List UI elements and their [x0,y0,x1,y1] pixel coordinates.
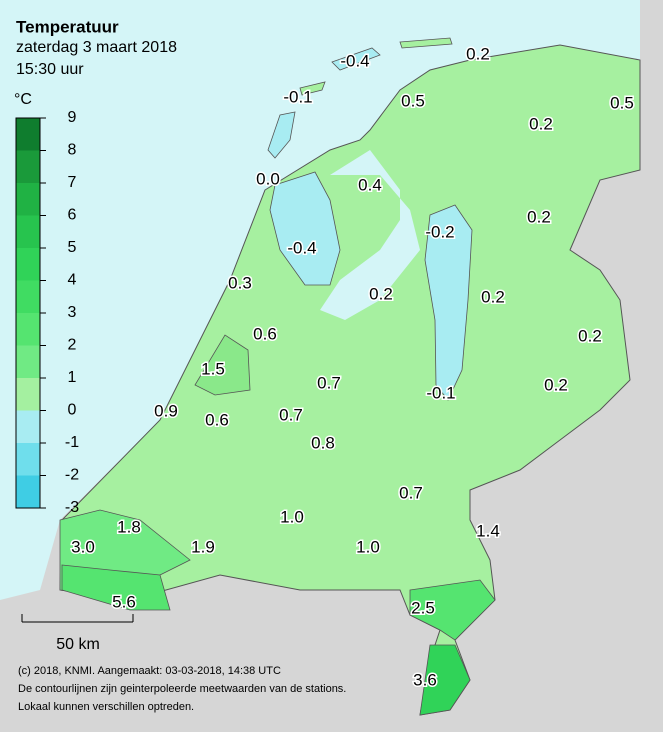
cold-zone-west [269,171,341,286]
legend-swatch [16,280,40,313]
island-ameland [399,37,453,49]
station-value: 1.0 [280,507,304,526]
legend-swatch [16,410,40,443]
date: zaterdag 3 maart 2018 [16,39,177,56]
legend-tick-label: -2 [65,467,79,484]
legend-tick-label: 2 [68,337,77,354]
legend-swatch [16,248,40,281]
station-value: 0.7 [317,373,341,392]
legend-tick-label: 6 [68,207,77,224]
legend-tick-label: 0 [68,402,77,419]
warm-zone-limburg [409,579,496,641]
station-value: 1.0 [356,537,380,556]
legend-swatch [16,150,40,183]
island-vlieland [299,81,326,96]
station-value: -0.2 [425,222,454,241]
station-value: 5.6 [112,592,136,611]
legend-tick-label: 1 [68,369,77,386]
station-value: 0.2 [529,114,553,133]
station-value: -0.1 [283,87,312,106]
legend-tick-label: 9 [68,109,77,126]
legend-swatch [16,183,40,216]
sea [0,0,640,600]
legend-swatch [16,118,40,151]
station-value: -0.1 [426,383,455,402]
legend-tick-label: 8 [68,142,77,159]
station-labels: -0.4 0.2 -0.1 0.5 0.5 0.2 0.0 0.4 -0.2 0.2 -0.4 0.3… [70,43,636,691]
legend-swatch [16,313,40,346]
warm-zone-zeeland [61,564,171,611]
station-value: 0.6 [253,324,277,343]
station-value: 3.0 [71,537,95,556]
station-value: 1.4 [476,521,500,540]
footer-line: (c) 2018, KNMI. Aangemaakt: 03-03-2018, … [18,665,281,677]
footer-line: Lokaal kunnen verschillen optreden. [18,701,194,713]
station-value: 2.5 [411,598,435,617]
title: Temperatuur [16,17,119,36]
station-value: 0.2 [527,207,551,226]
legend-tick-label: 7 [68,174,77,191]
cold-zone-east [424,204,473,401]
legend-tick-label: 3 [68,304,77,321]
scale-label: 50 km [56,636,100,653]
legend-swatch [16,378,40,411]
station-value: 0.2 [544,375,568,394]
legend-swatch [16,443,40,476]
ijsselmeer [320,150,420,320]
legend-swatch [16,475,40,508]
station-value: -0.4 [340,51,369,70]
legend-tick-label: 4 [68,272,77,289]
station-value: -0.4 [287,238,316,257]
station-value: 0.7 [399,483,423,502]
warm-zone-limburg-south [419,644,471,716]
station-value: 0.5 [610,93,634,112]
station-value: 0.2 [466,44,490,63]
time: 15:30 uur [16,61,84,78]
legend-tick-label: -1 [65,434,79,451]
station-value: 0.5 [401,91,425,110]
station-value: 0.2 [369,284,393,303]
legend-tick-label: -3 [65,499,79,516]
island-texel [267,111,296,159]
station-value: 0.2 [481,287,505,306]
station-value: 0.6 [205,410,229,429]
legend-swatch [16,345,40,378]
station-value: 0.8 [311,433,335,452]
legend-unit: °C [14,91,32,108]
station-value: 0.2 [578,326,602,345]
station-value: 0.0 [256,169,280,188]
station-value: 3.6 [413,670,437,689]
station-value: 0.7 [279,405,303,424]
warm-zone-holland [194,334,251,396]
legend: 9 8 7 6 5 4 3 2 1 0 -1 -2 -3 [15,109,79,516]
station-value: 1.9 [191,537,215,556]
footer-line: De contourlijnen zijn geinterpoleerde me… [18,683,346,695]
station-value: 0.9 [154,401,178,420]
station-value: 0.3 [228,273,252,292]
legend-swatch [16,215,40,248]
station-value: 0.4 [358,175,382,194]
station-value: 1.5 [201,359,225,378]
station-value: 1.8 [117,517,141,536]
island-terschelling [331,47,381,71]
netherlands [59,44,641,716]
legend-tick-label: 5 [68,239,77,256]
